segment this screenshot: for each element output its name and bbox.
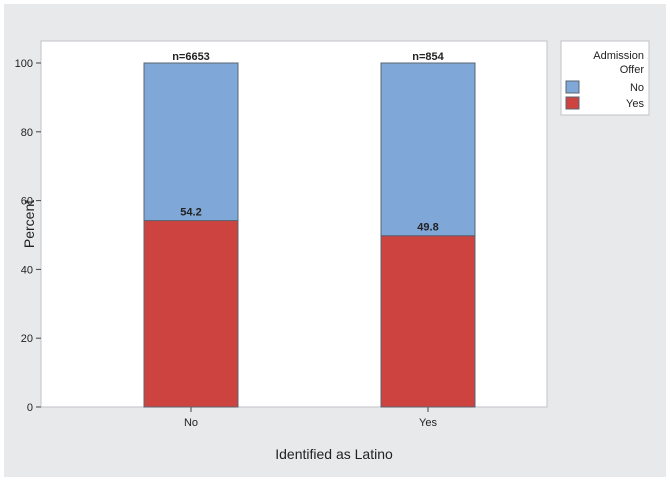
- x-tick-label: No: [184, 417, 198, 429]
- legend-title-line-1: Admission: [593, 50, 644, 62]
- y-tick-label: 40: [21, 264, 33, 276]
- count-label: n=854: [412, 51, 444, 63]
- legend-label-yes: Yes: [626, 98, 644, 110]
- count-label: n=6653: [172, 51, 210, 63]
- y-axis-title: Percent: [21, 200, 37, 248]
- legend-label-no: No: [630, 82, 644, 94]
- legend-swatch-yes: [565, 96, 580, 110]
- bar-labels: 54.2 n=6653 49.8 n=854: [172, 51, 444, 234]
- y-tick-label: 80: [21, 127, 33, 139]
- stacked-bar-chart: 0 20 40 60 80 100 No Yes 54.2 n=6653 49.8 n=854 P…: [15, 40, 650, 462]
- y-tick-label: 60: [21, 196, 33, 208]
- chart-frame: 0 20 40 60 80 100 No Yes 54.2 n=6653 49.8 n=854 P…: [4, 4, 666, 477]
- x-tick-label: Yes: [419, 417, 437, 429]
- bar-segment-yes: [380, 235, 476, 408]
- data-label: 49.8: [417, 222, 438, 234]
- legend-title-line-2: Offer: [620, 64, 645, 76]
- x-axis-title: Identified as Latino: [275, 446, 393, 462]
- bar-segment-yes: [143, 220, 239, 408]
- x-axis: No Yes: [184, 407, 437, 429]
- y-axis: 0 20 40 60 80 100: [15, 58, 41, 414]
- legend-swatch-no: [565, 80, 580, 94]
- bar-segment-no: [380, 62, 476, 237]
- y-tick-label: 0: [27, 402, 33, 414]
- y-tick-label: 100: [15, 58, 33, 70]
- bars: [143, 62, 476, 408]
- legend: Admission Offer No Yes: [560, 40, 650, 116]
- bar-segment-no: [143, 62, 239, 222]
- y-tick-label: 20: [21, 333, 33, 345]
- data-label: 54.2: [180, 207, 201, 219]
